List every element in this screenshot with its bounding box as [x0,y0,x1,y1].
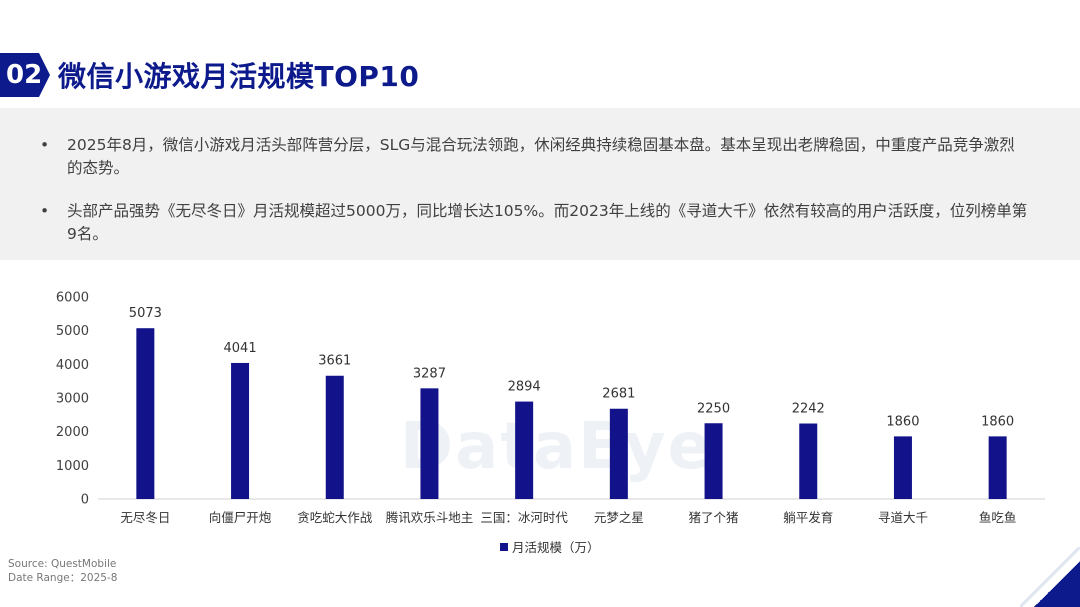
bullet-dot-icon: • [40,202,50,220]
source-text: Source: QuestMobile [8,558,117,570]
legend-label: 月活规模（万） [512,540,600,555]
bar-chart: 0 1000 2000 3000 4000 5000 6000 5073 无尽冬日 4041 向僵尸… [56,291,1045,555]
bar [231,362,250,499]
corner-decoration [1034,561,1080,607]
y-tick-label: 2000 [56,425,89,440]
section-number-badge: 02 [0,53,50,97]
x-tick-label: 无尽冬日 [120,510,170,525]
data-label: 2250 [697,401,730,416]
x-tick-label: 寻道大千 [878,510,928,525]
y-tick-label: 0 [81,493,89,508]
slide-header: 02 微信小游戏月活规模TOP10 [0,45,1080,105]
watermark: DataEye [400,410,713,484]
bullet-dot-icon: • [40,136,50,154]
y-tick-label: 1000 [56,459,89,474]
data-label: 1860 [886,414,919,429]
bar [893,436,912,499]
x-tick-label: 元梦之星 [594,510,644,525]
x-tick-label: 向僵尸开炮 [209,510,272,525]
bar [988,436,1007,499]
date-range-text: Date Range：2025-8 [8,572,118,584]
y-tick-label: 4000 [56,358,89,373]
y-tick-label: 3000 [56,392,89,407]
bar [609,408,628,499]
chart-area: DataEye 0 1000 2000 3000 4000 5000 6000 5073 无尽冬… [0,280,1080,570]
x-tick-label: 腾讯欢乐斗地主 [386,510,474,525]
data-label: 2681 [602,387,635,402]
y-tick-label: 6000 [56,291,89,306]
x-tick-label: 三国：冰河时代 [480,510,568,525]
bar [420,388,439,499]
x-tick-label: 鱼吃鱼 [979,510,1017,525]
legend-swatch [500,543,508,551]
data-label: 2894 [508,380,541,395]
bar [799,423,818,499]
x-tick-label: 猪了个猪 [689,510,739,525]
summary-bullet-text: 头部产品强势《无尽冬日》月活规模超过5000万，同比增长达105%。而2023年… [67,202,1028,243]
slide-title: 微信小游戏月活规模TOP10 [58,60,420,93]
bar [136,328,155,499]
x-tick-label: 贪吃蛇大作战 [297,510,373,525]
summary-bullet: • 2025年8月，微信小游戏月活头部阵营分层，SLG与混合玩法领跑，休闲经典持… [40,134,1030,180]
data-label: 4041 [224,341,257,356]
y-tick-label: 5000 [56,324,89,339]
summary-bullet: • 头部产品强势《无尽冬日》月活规模超过5000万，同比增长达105%。而202… [40,200,1030,246]
summary-box: • 2025年8月，微信小游戏月活头部阵营分层，SLG与混合玩法领跑，休闲经典持… [0,108,1080,260]
bar [325,375,344,499]
data-label: 2242 [792,402,825,417]
source-note: Source: QuestMobile Date Range：2025-8 [8,557,117,585]
bar [515,401,534,499]
data-label: 5073 [129,306,162,321]
summary-bullet-text: 2025年8月，微信小游戏月活头部阵营分层，SLG与混合玩法领跑，休闲经典持续稳… [67,136,1015,177]
data-label: 3661 [318,354,351,369]
data-label: 3287 [413,366,446,381]
x-tick-label: 躺平发育 [783,510,833,525]
data-label: 1860 [981,414,1014,429]
bar [704,423,723,499]
